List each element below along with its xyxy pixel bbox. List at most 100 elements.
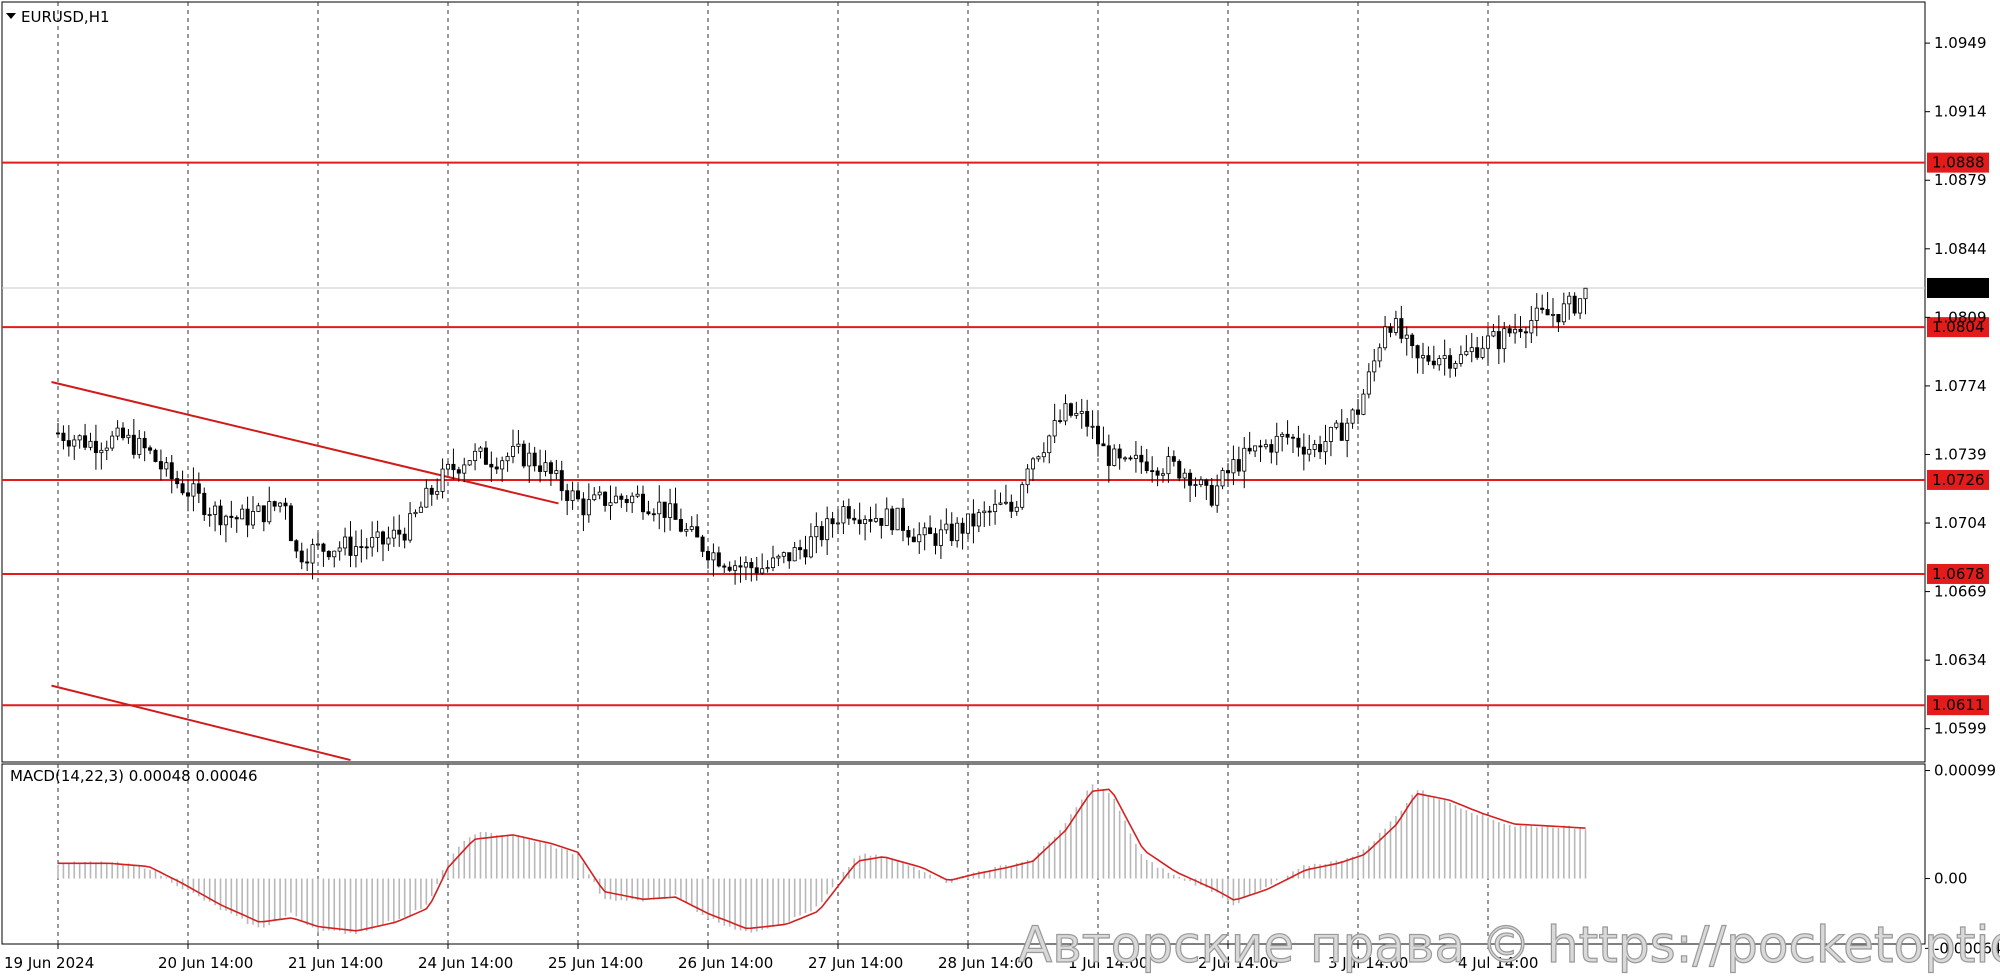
time-tick-label: 24 Jun 14:00 — [418, 954, 513, 972]
copyright-watermark: Авторские права © https://pocketoption.r… — [1018, 916, 2000, 974]
candle-bull — [1372, 360, 1377, 373]
candle-bear — [619, 495, 624, 500]
candle-bull — [635, 493, 640, 497]
level-price-label: 1.0888 — [1932, 154, 1985, 172]
candle-bull — [825, 518, 830, 541]
candle-bear — [624, 498, 629, 504]
candle-bear — [857, 519, 862, 524]
candle-bear — [1356, 409, 1361, 415]
candle-bull — [776, 555, 781, 559]
candle-bear — [1415, 345, 1420, 359]
candle-bear — [901, 507, 906, 531]
candle-bear — [1085, 411, 1090, 427]
candle-bear — [706, 550, 711, 561]
candle-bear — [456, 469, 461, 474]
candle-bull — [115, 427, 120, 437]
candle-bull — [240, 508, 245, 520]
candle-bull — [1480, 347, 1485, 358]
candle-bear — [429, 487, 434, 495]
candle-bear — [1101, 443, 1106, 447]
candle-bear — [646, 511, 651, 515]
candle-bull — [462, 464, 467, 474]
price-panel[interactable] — [1, 1, 1926, 763]
candle-bull — [353, 546, 358, 556]
candle-bull — [1020, 484, 1025, 508]
horizontal-levels[interactable]: 1.0888 1.0804 1.0726 1.0678 1.0611 1.0824 — [2, 152, 1989, 716]
candle-bull — [1323, 441, 1328, 453]
candle-bull — [1263, 444, 1268, 448]
candle-bear — [971, 513, 976, 527]
time-tick-label: 27 Jun 14:00 — [808, 954, 903, 972]
candle-bear — [532, 452, 537, 467]
candle-bear — [1068, 403, 1073, 416]
chart-title: EURUSD,H1 — [21, 8, 110, 26]
candle-bull — [1377, 347, 1382, 362]
candle-bear — [1556, 313, 1561, 323]
candle-bull — [104, 447, 109, 451]
candle-bear — [1009, 501, 1014, 512]
candle-bear — [61, 432, 66, 441]
candle-bull — [1458, 354, 1463, 364]
candle-bear — [603, 491, 608, 506]
symbol-dropdown-icon[interactable] — [6, 13, 16, 19]
candle-bull — [781, 552, 786, 557]
candle-bull — [1486, 335, 1491, 349]
candle-bear — [234, 517, 239, 520]
macd-panel[interactable] — [1, 763, 1926, 945]
candle-bear — [229, 515, 234, 518]
candle-bear — [142, 437, 147, 449]
candle-bear — [727, 566, 732, 571]
candle-bear — [1204, 479, 1209, 486]
candle-bear — [852, 517, 857, 521]
candle-bull — [1529, 320, 1534, 334]
candle-bear — [1139, 454, 1144, 463]
trend-lines[interactable] — [51, 381, 559, 762]
candle-bear — [1388, 326, 1393, 333]
candle-bull — [711, 552, 716, 561]
candle-bear — [1431, 360, 1436, 366]
candle-bull — [873, 518, 878, 522]
candle-bear — [288, 505, 293, 542]
candle-bear — [202, 492, 207, 516]
candle-bear — [933, 533, 938, 546]
candle-bull — [137, 437, 142, 455]
candle-bull — [256, 505, 261, 512]
candle-bear — [749, 562, 754, 569]
level-price-tag — [1927, 469, 1989, 490]
candle-bear — [1106, 445, 1111, 466]
time-tick-label: 2 Jul 14:00 — [1198, 954, 1278, 972]
macd-histogram — [57, 784, 1587, 935]
candle-bear — [1426, 355, 1431, 362]
candle-bear — [673, 503, 678, 520]
candle-bull — [792, 547, 797, 562]
candle-bear — [294, 540, 299, 552]
candle-bull — [938, 529, 943, 546]
candle-bull — [473, 450, 478, 461]
candle-bear — [521, 443, 526, 467]
candle-bull — [613, 495, 618, 504]
candle-bull — [976, 512, 981, 527]
candle-bull — [1345, 422, 1350, 441]
candle-bull — [1280, 433, 1285, 437]
candle-bear — [359, 546, 364, 548]
candle-bear — [153, 449, 158, 462]
candle-bull — [99, 449, 104, 454]
candle-bear — [1318, 444, 1323, 453]
candle-bear — [1117, 448, 1122, 459]
candle-bear — [489, 463, 494, 468]
candle-bull — [435, 491, 440, 495]
candle-bear — [641, 493, 646, 513]
candle-bear — [559, 470, 564, 492]
candle-bull — [1534, 307, 1539, 321]
level-price-label: 1.0804 — [1932, 318, 1985, 336]
candle-bull — [982, 510, 987, 514]
candle-bear — [1150, 470, 1155, 472]
candle-bull — [1328, 426, 1333, 442]
macd-signal-line — [58, 788, 1586, 932]
candle-bull — [1334, 422, 1339, 428]
candle-bull — [841, 506, 846, 524]
trend-line — [51, 381, 559, 505]
candle-bear — [1155, 470, 1160, 476]
candle-bull — [1421, 355, 1426, 359]
